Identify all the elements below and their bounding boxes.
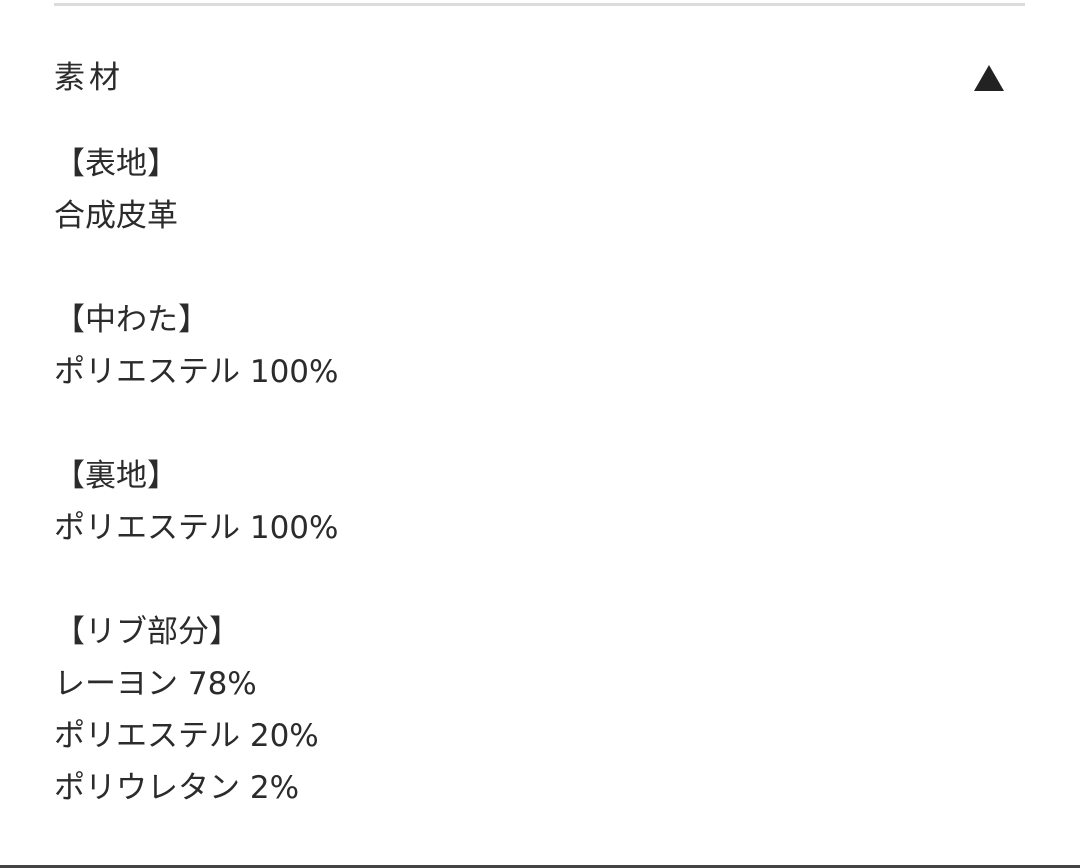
spacer xyxy=(54,554,338,606)
spacer xyxy=(54,398,338,450)
material-details: 【表地】 合成皮革 【中わた】 ポリエステル 100% 【裏地】 ポリエステル … xyxy=(54,138,338,814)
spacer xyxy=(54,242,338,294)
value-rib-rayon: レーヨン 78% xyxy=(54,666,257,702)
material-accordion-header[interactable]: 素材 xyxy=(54,52,1004,104)
triangle-up-icon[interactable] xyxy=(974,65,1004,91)
label-outer-fabric: 【表地】 xyxy=(54,146,178,182)
value-rib-polyester: ポリエステル 20% xyxy=(54,718,319,754)
label-padding: 【中わた】 xyxy=(54,302,209,338)
section-title: 素材 xyxy=(54,60,124,96)
bottom-divider xyxy=(0,865,1080,868)
value-padding: ポリエステル 100% xyxy=(54,354,339,390)
value-outer-fabric: 合成皮革 xyxy=(54,198,178,234)
label-lining: 【裏地】 xyxy=(54,458,178,494)
label-rib: 【リブ部分】 xyxy=(54,614,240,650)
top-divider xyxy=(54,3,1025,6)
value-lining: ポリエステル 100% xyxy=(54,510,339,546)
value-rib-polyurethane: ポリウレタン 2% xyxy=(54,770,300,806)
